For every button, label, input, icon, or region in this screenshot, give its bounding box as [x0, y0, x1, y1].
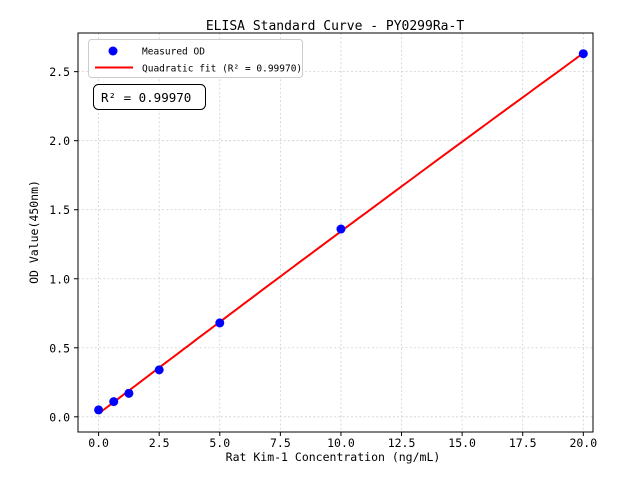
x-tick-label: 2.5 — [149, 436, 170, 450]
x-tick-label: 7.5 — [270, 436, 291, 450]
data-point — [154, 365, 164, 375]
y-tick-label: 2.0 — [49, 134, 70, 148]
y-tick-label: 2.5 — [49, 65, 70, 79]
plot-border — [77, 32, 594, 433]
y-tick-label: 1.0 — [49, 272, 70, 286]
x-tick-label: 5.0 — [209, 436, 230, 450]
data-point — [109, 397, 119, 407]
y-tick-label: 0.5 — [49, 341, 70, 355]
x-axis-label: Rat Kim-1 Concentration (ng/mL) — [226, 450, 441, 464]
annotation-box — [93, 84, 206, 110]
legend-marker-dot-icon — [108, 46, 118, 56]
legend-label-measured-od: Measured OD — [142, 47, 205, 58]
legend-box — [88, 39, 303, 78]
data-point — [578, 49, 588, 59]
legend-label-quadratic-fit: Quadratic fit (R² = 0.99970) — [142, 64, 302, 75]
data-point — [94, 405, 104, 415]
y-axis-label: OD Value(450nm) — [27, 180, 41, 284]
data-point — [124, 388, 134, 398]
x-tick-label: 12.5 — [388, 436, 416, 450]
x-tick-label: 10.0 — [327, 436, 355, 450]
x-tick-label: 20.0 — [569, 436, 597, 450]
x-tick-label: 0.0 — [88, 436, 109, 450]
y-tick-label: 0.0 — [49, 410, 70, 424]
x-tick-label: 17.5 — [509, 436, 537, 450]
data-point — [215, 318, 225, 328]
y-tick-label: 1.5 — [49, 203, 70, 217]
legend: Measured OD Quadratic fit (R² = 0.99970) — [88, 39, 303, 78]
chart-title: ELISA Standard Curve - PY0299Ra-T — [206, 19, 464, 34]
x-tick-label: 15.0 — [448, 436, 476, 450]
r-squared-annotation: R² = 0.99970 — [93, 84, 206, 110]
data-point — [336, 224, 346, 234]
annotation-value: R² = 0.99970 — [101, 90, 191, 105]
